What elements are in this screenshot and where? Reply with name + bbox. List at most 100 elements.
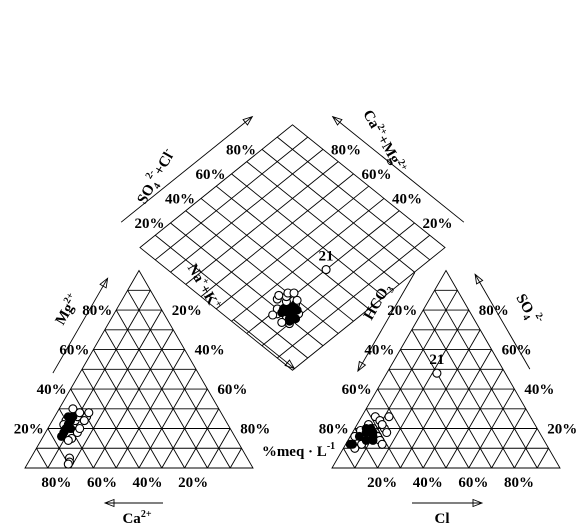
diamond-point-open: [289, 288, 299, 298]
mg-axis-arrow-head: [99, 277, 109, 289]
cation-gridline-falling: [104, 329, 185, 469]
cation-right-tick-label: 80%: [240, 422, 270, 438]
diamond-upper-right-tick-label: 80%: [331, 142, 361, 158]
cation-point-filled: [57, 431, 66, 441]
camg-ion-label: Ca2++Mg2+: [359, 106, 410, 176]
camg-axis-arrow: [332, 116, 465, 223]
anion-gridline-rising: [400, 329, 481, 469]
anion-sample-21-label: 21: [429, 352, 444, 368]
ca-axis-arrow-head: [103, 498, 115, 508]
diamond-upper-left-tick-label: 80%: [226, 142, 256, 158]
anion-point-filled: [354, 431, 364, 441]
hco3-axis-arrow: [357, 272, 416, 372]
anion-right-tick-label: 80%: [479, 303, 509, 319]
cation-left-tick-label: 80%: [82, 303, 112, 319]
diamond-gridline: [154, 136, 309, 261]
anion-gridline-rising: [491, 408, 527, 469]
anion-left-tick-label: 60%: [342, 382, 372, 398]
anion-point-sample-21: [432, 368, 442, 378]
anion-point-filled: [345, 439, 355, 449]
anion-gridline-rising: [536, 448, 549, 469]
diamond-upper-left-tick-label: 20%: [135, 216, 165, 232]
diamond-gridline: [200, 173, 354, 297]
cation-point-open: [75, 408, 85, 418]
anion-bottom-tick-label: 40%: [413, 475, 443, 491]
cation-point-filled: [63, 412, 73, 422]
diamond-point-open: [274, 290, 284, 300]
diamond-gridline: [276, 136, 431, 261]
anion-point-open: [377, 420, 387, 430]
so4-axis-arrow: [474, 274, 531, 370]
cl-ion-label: Cl: [435, 511, 450, 526]
cation-gridline-falling: [81, 369, 140, 469]
anion-gridline-falling: [422, 309, 515, 469]
diamond-point-open: [268, 310, 278, 320]
cation-right-tick-label: 20%: [172, 303, 202, 319]
mg-ion-label: Mg2+: [51, 291, 83, 328]
diamond-upper-left-tick-label: 40%: [165, 191, 195, 207]
so4cl-axis-arrow: [120, 116, 253, 223]
cation-point-filled: [66, 424, 76, 433]
anion-left-tick-label: 40%: [364, 343, 394, 359]
hco3-axis-arrow-head: [357, 360, 367, 373]
points-layer: [57, 265, 442, 469]
anion-point-open: [382, 427, 392, 438]
ca-ion-label: Ca2+: [122, 509, 151, 526]
diamond-gridline: [261, 149, 415, 273]
anion-bottom-tick-label: 80%: [504, 475, 534, 491]
diamond-point-filled: [284, 304, 294, 314]
cation-bottom-tick-label: 40%: [133, 475, 163, 491]
anion-gridline-falling: [343, 448, 356, 469]
diamond-point-sample-21: [321, 265, 331, 275]
anion-bottom-tick-label: 20%: [367, 475, 397, 491]
anion-right-tick-label: 20%: [547, 422, 577, 438]
anion-bottom-tick-label: 60%: [458, 475, 488, 491]
anion-left-tick-label: 20%: [387, 303, 417, 319]
unit-label: %meq · L-1: [262, 441, 335, 460]
cation-gridline-falling: [93, 349, 163, 469]
cation-gridline-falling: [127, 290, 231, 469]
anion-right-tick-label: 40%: [524, 382, 554, 398]
cation-gridline-rising: [138, 369, 197, 469]
diamond-point-filled: [277, 308, 287, 318]
anion-left-tick-label: 80%: [319, 422, 349, 438]
diamond-upper-right-tick-label: 20%: [423, 216, 453, 232]
so4-ion-label: SO42-: [510, 289, 547, 329]
anion-point-filled: [361, 424, 371, 433]
cation-gridline-rising: [229, 448, 242, 469]
diamond-gridline: [185, 161, 339, 285]
cation-gridline-falling: [70, 388, 117, 469]
diamond-upper-right-tick-label: 40%: [392, 191, 422, 207]
text-layer: 80% 60% 40% 20%20%40%60%80% 20%40%60%80%20% 4…: [14, 106, 577, 526]
anion-gridline-falling: [434, 290, 538, 469]
diamond-gridline: [231, 173, 385, 297]
cation-point-open: [63, 459, 73, 469]
cation-gridline-rising: [184, 408, 220, 469]
anion-point-open: [377, 439, 387, 449]
cation-point-open: [84, 408, 94, 418]
anion-right-tick-label: 60%: [502, 343, 532, 359]
cation-bottom-tick-label: 20%: [178, 475, 208, 491]
cation-gridline-falling: [115, 309, 208, 469]
diamond-point-filled: [292, 305, 302, 315]
diamond-upper-left-tick-label: 60%: [196, 167, 226, 183]
so4cl-axis-arrow-head: [242, 115, 254, 126]
cation-point-open: [79, 416, 89, 426]
grid-layer: [24, 115, 561, 508]
cation-left-tick-label: 20%: [14, 422, 44, 438]
anion-point-open: [384, 412, 394, 422]
nak-axis-arrow-head: [284, 359, 296, 370]
cation-point-open: [68, 404, 78, 414]
so4-axis-arrow-head: [474, 273, 484, 285]
camg-axis-arrow-head: [331, 115, 343, 126]
mg-axis-arrow: [52, 278, 108, 374]
cation-point-open: [75, 423, 85, 434]
diamond-point-filled: [285, 316, 294, 326]
diamond-frame: [139, 124, 446, 371]
cation-bottom-tick-label: 80%: [41, 475, 71, 491]
anion-gridline-falling: [411, 329, 492, 469]
diamond-gridline: [246, 161, 400, 285]
cation-point-open: [63, 435, 73, 445]
diamond-gridline: [215, 185, 370, 310]
